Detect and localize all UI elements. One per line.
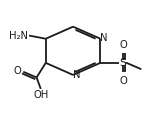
Text: S: S — [119, 58, 126, 68]
Text: OH: OH — [33, 90, 48, 100]
Text: H₂N: H₂N — [9, 31, 28, 41]
Text: O: O — [120, 76, 127, 86]
Text: O: O — [120, 40, 127, 50]
Text: N: N — [100, 33, 108, 43]
Text: N: N — [73, 70, 81, 80]
Text: O: O — [14, 66, 21, 76]
